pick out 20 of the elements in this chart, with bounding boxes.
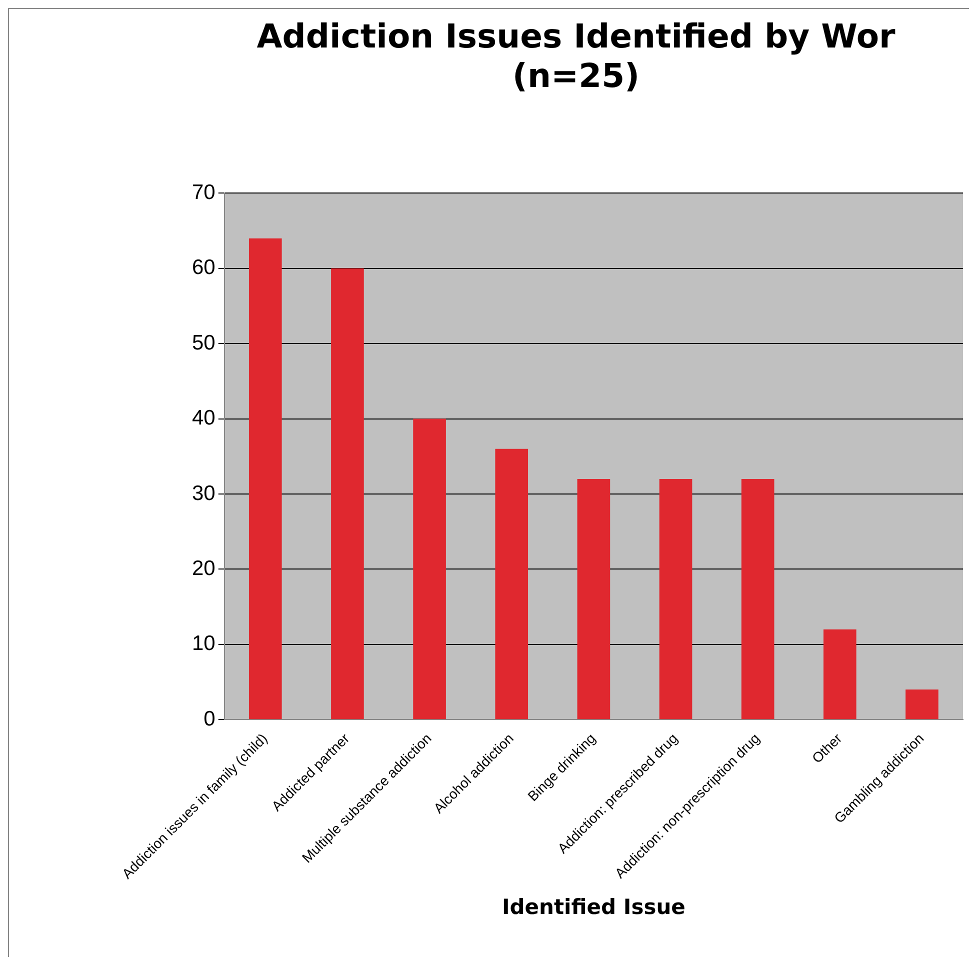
y-tick-label: 10 (192, 632, 216, 656)
y-tick-label: 40 (192, 406, 216, 430)
bar (577, 478, 610, 720)
y-tick-label: 70 (192, 180, 216, 204)
y-tick-label: 20 (192, 557, 216, 580)
y-tick-label: 30 (192, 482, 216, 505)
text: Addiction Issues Identified by Wor (256, 16, 896, 56)
y-tick-label: 60 (192, 256, 216, 280)
x-axis-title: Identified Issue (502, 894, 686, 919)
bar (495, 448, 528, 720)
bar (741, 478, 774, 720)
bar (823, 629, 856, 720)
bar (659, 478, 692, 720)
y-tick-label: 50 (192, 331, 216, 354)
bar (331, 268, 364, 720)
bar (413, 418, 446, 720)
text: (n=25) (512, 56, 640, 95)
bar (906, 690, 938, 720)
y-tick-label: 0 (204, 707, 216, 730)
bar (248, 238, 282, 720)
